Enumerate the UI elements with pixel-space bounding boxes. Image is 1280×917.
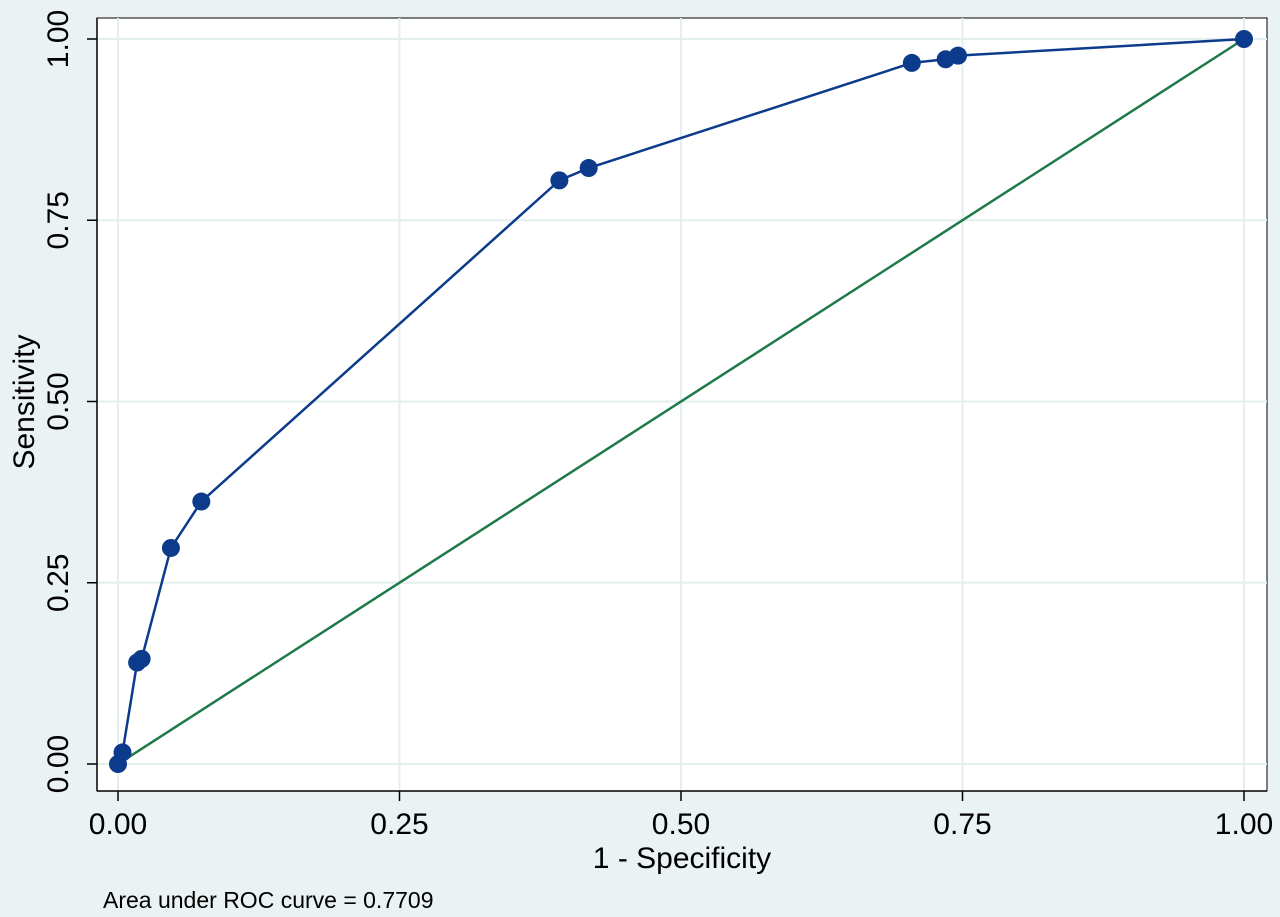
y-tick-label: 0.25	[42, 554, 75, 612]
x-tick-label: 0.25	[370, 808, 428, 841]
x-tick-label: 1.00	[1215, 808, 1273, 841]
series-layer	[109, 30, 1253, 773]
y-tick-label: 1.00	[42, 10, 75, 68]
x-tick-label: 0.50	[652, 808, 710, 841]
roc-point	[948, 46, 967, 65]
y-axis: 0.00 0.25 0.50 0.75 1.00	[42, 10, 98, 793]
roc-point	[161, 538, 180, 557]
y-tick-label: 0.75	[42, 191, 75, 249]
roc-point	[113, 743, 132, 762]
roc-point	[902, 53, 921, 72]
auc-note: Area under ROC curve = 0.7709	[103, 887, 434, 913]
x-tick-label: 0.75	[933, 808, 991, 841]
roc-point	[579, 159, 598, 178]
reference-diagonal-line	[117, 37, 1245, 766]
x-axis-title: 1 - Specificity	[593, 842, 771, 875]
roc-point	[1235, 30, 1253, 48]
y-tick-label: 0.00	[42, 735, 75, 793]
roc-point	[550, 171, 569, 190]
roc-point	[132, 649, 151, 668]
x-axis: 0.00 0.25 0.50 0.75 1.00	[89, 790, 1273, 841]
x-tick-label: 0.00	[89, 808, 147, 841]
y-axis-title: Sensitivity	[8, 334, 41, 469]
y-tick-label: 0.50	[42, 372, 75, 430]
roc-point	[192, 492, 211, 511]
